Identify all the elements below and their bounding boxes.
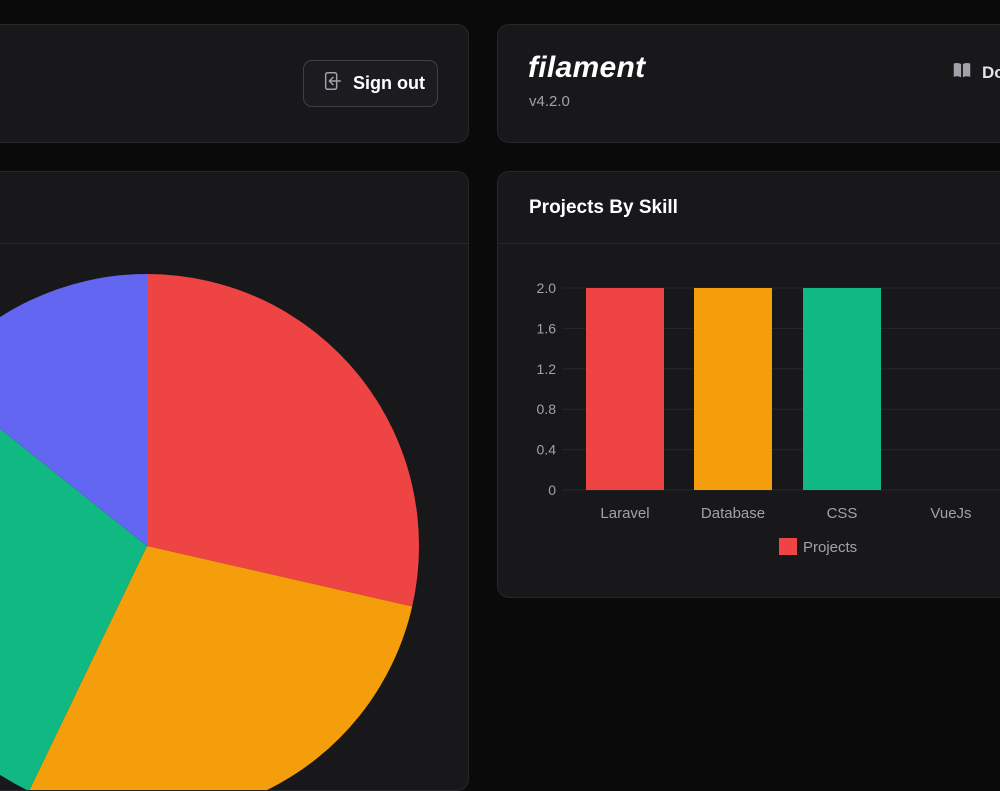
legend-swatch [779, 538, 797, 555]
x-tick-label: VueJs [930, 505, 971, 522]
pie-chart-card: ll [0, 171, 469, 791]
legend-label[interactable]: Projects [803, 539, 857, 556]
pie-card-header: ll [0, 172, 468, 244]
bar-laravel[interactable] [586, 288, 664, 490]
documentation-link[interactable]: Do [951, 59, 1000, 86]
filament-logo[interactable]: filament [528, 51, 646, 84]
bar-chart: 0 0.4 0.8 1.2 1.6 2.0 Laravel Database CSS VueJs P… [537, 280, 1000, 556]
sign-out-button[interactable]: Sign out [303, 60, 438, 107]
bar-chart-card: Projects By Skill 0 0.4 0.8 1.2 1.6 2.0 Larave… [497, 171, 1000, 598]
pie-slice-database[interactable] [29, 546, 413, 791]
y-tick-label: 1.2 [537, 361, 557, 377]
x-tick-label: CSS [827, 505, 858, 522]
pie-chart [0, 274, 419, 791]
y-tick-label: 2.0 [537, 280, 557, 296]
bar-card-title: Projects By Skill [529, 197, 678, 218]
filament-card: filament v4.2.0 Do [497, 24, 1000, 143]
pie-slice-css[interactable] [0, 376, 147, 791]
y-tick-label: 0 [548, 482, 556, 498]
user-card: e io Sign out [0, 24, 469, 143]
y-tick-label: 0.4 [537, 442, 557, 458]
x-tick-label: Laravel [600, 505, 649, 522]
book-icon [951, 59, 973, 86]
bar-database[interactable] [694, 288, 772, 490]
pie-slice-vuejs[interactable] [0, 274, 147, 546]
bar-card-header: Projects By Skill [498, 172, 1000, 244]
y-tick-label: 0.8 [537, 401, 557, 417]
pie-slice-laravel[interactable] [147, 274, 419, 607]
documentation-label: Do [982, 62, 1000, 82]
x-tick-label: Database [701, 505, 765, 522]
filament-version: v4.2.0 [529, 93, 570, 110]
bar-css[interactable] [803, 288, 881, 490]
sign-out-label: Sign out [353, 73, 425, 93]
y-tick-label: 1.6 [537, 320, 557, 336]
sign-out-icon [322, 70, 344, 97]
